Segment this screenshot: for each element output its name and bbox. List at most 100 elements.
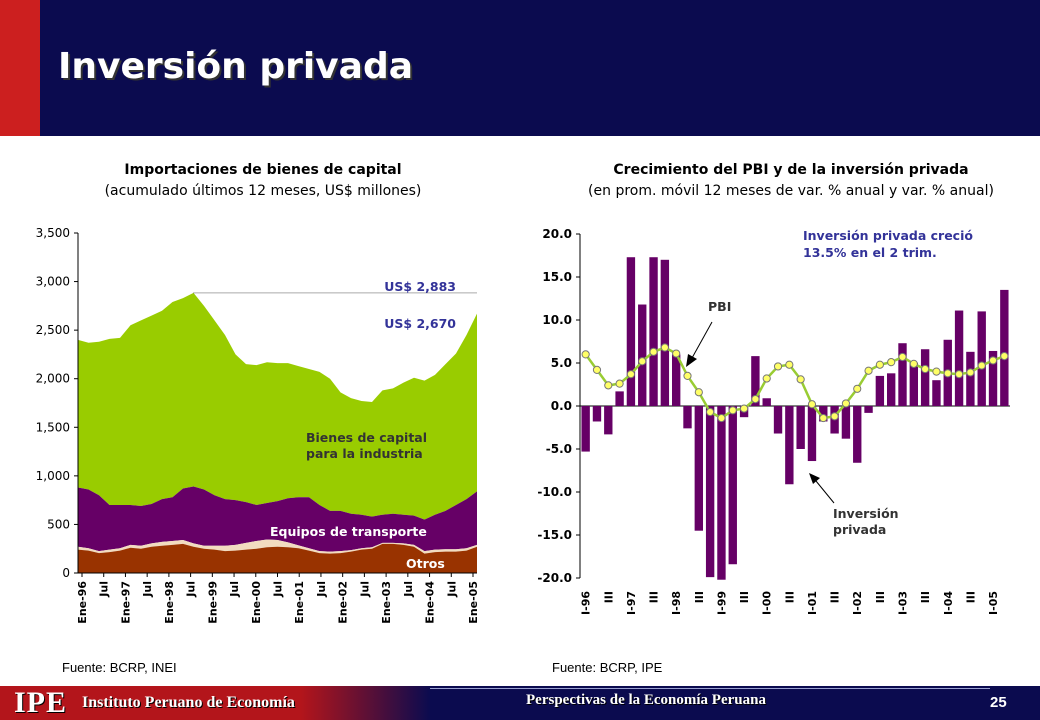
left-x-tick-label: Ene-04	[424, 581, 437, 624]
label-otros: Otros	[406, 556, 445, 571]
investment-label: Inversión privada	[833, 506, 899, 537]
bienes-capital-area	[78, 292, 477, 520]
gdp-point	[966, 368, 975, 377]
left-x-tick-label: Ene-97	[119, 581, 132, 624]
right-x-tick-label: III	[693, 591, 706, 603]
right-x-tick-label: III	[919, 591, 932, 603]
pbi-label: PBI	[708, 299, 731, 314]
header-accent	[0, 0, 40, 136]
investment-bar	[615, 391, 624, 406]
investment-bar	[694, 406, 704, 531]
investment-bar	[728, 406, 737, 565]
right-x-tick-label: I-96	[580, 591, 593, 615]
gdp-point	[932, 367, 941, 376]
investment-bar	[638, 304, 647, 406]
investment-bar	[841, 406, 851, 439]
left-x-tick-label: Jul	[315, 581, 328, 598]
investment-bar	[988, 350, 998, 406]
investment-bar	[932, 380, 941, 406]
investment-bar	[751, 356, 760, 406]
investment-growth-note: Inversión privada creció 13.5% en el 2 tr…	[803, 228, 973, 260]
gdp-point	[853, 384, 862, 393]
gdp-point	[762, 374, 771, 383]
right-y-tick-label: 20.0	[542, 227, 572, 241]
right-x-tick-label: III	[829, 591, 842, 603]
left-y-tick-label: 0	[62, 566, 70, 580]
gdp-point	[1000, 352, 1009, 361]
right-y-tick-label: 5.0	[551, 356, 572, 370]
left-x-tick-label: Ene-02	[337, 581, 350, 624]
gdp-point	[988, 356, 998, 365]
gdp-point	[751, 395, 760, 404]
right-x-tick-label: III	[874, 591, 887, 603]
left-x-tick-label: Ene-98	[163, 581, 176, 624]
right-x-tick-label: III	[648, 591, 661, 603]
right-x-tick-label: I-02	[851, 591, 864, 615]
left-x-tick-label: Jul	[445, 581, 458, 598]
footer-divider	[430, 688, 990, 689]
gdp-point	[615, 379, 624, 388]
footer-red-band	[0, 686, 430, 720]
investment-bar	[853, 406, 862, 463]
left-y-tick-label: 1,000	[36, 469, 70, 483]
left-x-tick-label: Jul	[358, 581, 371, 598]
right-x-tick-label: I-03	[897, 591, 910, 615]
left-y-tick-label: 500	[47, 517, 70, 531]
left-chart-title: Importaciones de bienes de capital (acum…	[58, 160, 468, 202]
right-y-tick-label: -10.0	[537, 485, 572, 499]
left-x-tick-label: Jul	[402, 581, 415, 598]
investment-bar	[717, 406, 726, 580]
label-bienes-capital: Bienes de capital para la industria	[306, 430, 427, 461]
gdp-point	[638, 357, 647, 366]
institute-name: Instituto Peruano de Economía	[82, 694, 295, 711]
peak-annotation: US$ 2,883	[384, 279, 456, 294]
footer-center-title: Perspectivas de la Economía Peruana	[526, 692, 766, 708]
gdp-point	[706, 407, 715, 417]
investment-bar	[773, 406, 783, 434]
investment-bar	[886, 373, 896, 406]
gdp-point	[841, 399, 851, 408]
gdp-point	[581, 350, 590, 359]
gdp-point	[683, 371, 692, 380]
right-chart-subtitle: (en prom. móvil 12 meses de var. % anual…	[588, 183, 994, 199]
gdp-point	[694, 388, 703, 397]
gdp-investment-growth-chart: 20.0 15.0 10.0 5.0 0.0 -5.0 -10.0 -15.0 -20.0 I-9…	[537, 227, 1010, 615]
investment-bar	[807, 406, 817, 462]
left-source: Fuente: BCRP, INEI	[62, 660, 177, 675]
gdp-point	[954, 370, 964, 379]
right-x-tick-label: I-05	[987, 591, 1000, 615]
investment-bar	[604, 406, 613, 435]
right-x-tick-label: III	[964, 591, 977, 603]
right-y-tick-label: 0.0	[551, 399, 572, 413]
right-x-tick-label: III	[738, 591, 751, 603]
right-x-tick-label: III	[602, 591, 615, 603]
gdp-point	[728, 406, 737, 415]
investment-bar	[920, 349, 930, 406]
right-y-tick-label: -20.0	[537, 571, 572, 585]
left-x-tick-label: Ene-00	[250, 581, 263, 624]
right-chart-title: Crecimiento del PBI y de la inversión pr…	[548, 160, 1034, 202]
right-x-tick-label: I-99	[715, 591, 728, 615]
gdp-point	[773, 362, 783, 371]
gdp-point	[592, 365, 602, 374]
investment-bar	[819, 406, 828, 422]
gdp-point	[717, 413, 726, 423]
left-x-tick-label: Ene-03	[380, 581, 393, 624]
left-x-tick-label: Ene-96	[76, 581, 89, 624]
left-y-tick-label: 3,500	[36, 226, 70, 240]
gdp-point	[921, 364, 930, 374]
right-x-tick-label: III	[783, 591, 796, 603]
gdp-point	[649, 347, 658, 356]
gdp-point	[977, 361, 986, 370]
left-y-tick-label: 3,000	[36, 275, 70, 289]
investment-bar	[626, 257, 636, 406]
left-x-tick-label: Jul	[141, 581, 154, 598]
gdp-point	[898, 352, 907, 362]
left-x-tick-label: Jul	[185, 581, 198, 598]
otros-light-area	[78, 539, 477, 554]
gdp-point	[943, 369, 952, 378]
investment-arrow-head	[809, 473, 820, 484]
current-annotation: US$ 2,670	[384, 316, 456, 331]
ipe-logo: IPE	[14, 686, 68, 719]
investment-bar	[966, 351, 975, 406]
